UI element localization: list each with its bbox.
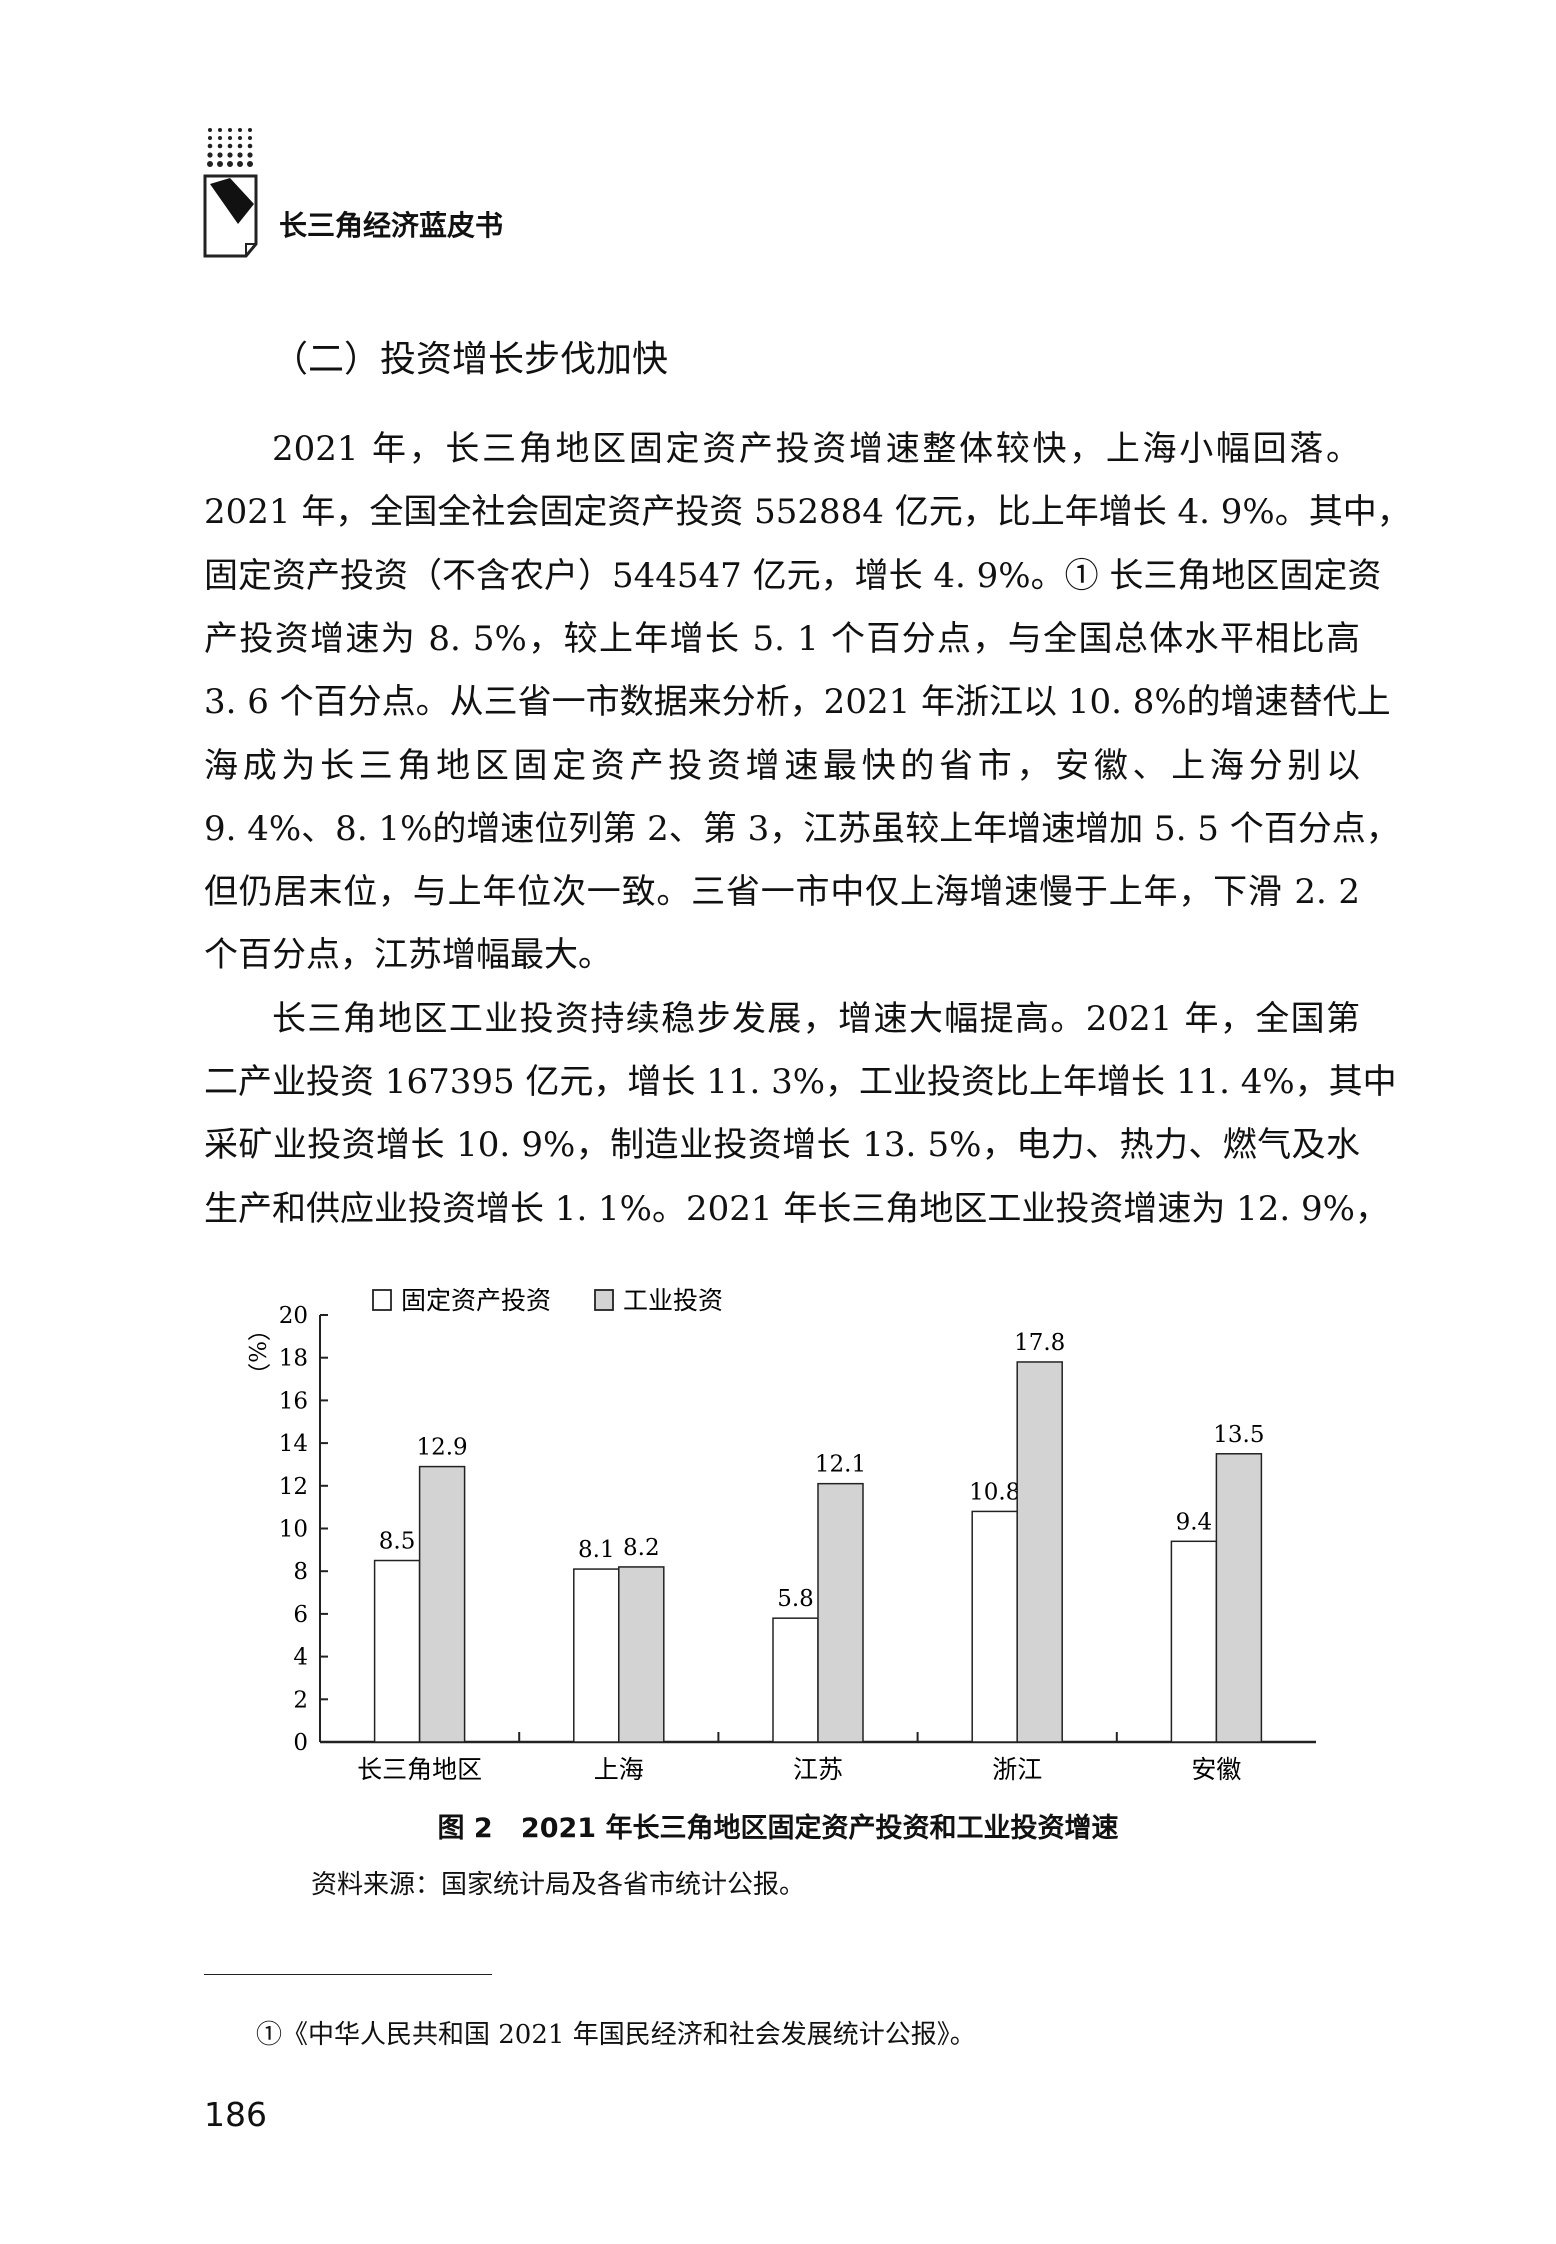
legend-swatch xyxy=(372,1289,392,1311)
x-tick-label: 安徽 xyxy=(1191,1755,1241,1784)
text-line: 3. 6 个百分点。从三省一市数据来分析，2021 年浙江以 10. 8%的增速… xyxy=(204,682,1391,723)
text-line: 产投资增速为 8. 5%，较上年增长 5. 1 个百分点，与全国总体水平相比高 xyxy=(204,618,1360,659)
bar-chart: 0 2 4 6 8 10 12 14 16 18 20 （%） 8.5 12.9 长三角地区 8.1 8.2 上海… xyxy=(243,1286,1316,1784)
bar-industrial xyxy=(618,1566,665,1743)
data-label: 13.5 xyxy=(1213,1422,1264,1448)
text-line: 二产业投资 167395 亿元，增长 11. 3%，工业投资比上年增长 11. … xyxy=(204,1062,1397,1102)
text-line: 采矿业投资增长 10. 9%，制造业投资增长 13. 5%，电力、热力、燃气及水 xyxy=(204,1125,1360,1166)
y-tick-label: 10 xyxy=(279,1517,308,1543)
data-label: 5.8 xyxy=(777,1586,814,1612)
figure-caption: 图 2 2021 年长三角地区固定资产投资和工业投资增速 xyxy=(0,1806,1556,1845)
text-line: 2021 年，长三角地区固定资产投资增速整体较快，上海小幅回落。 xyxy=(272,429,1360,469)
y-tick-label: 18 xyxy=(279,1346,308,1372)
data-label: 12.9 xyxy=(416,1435,467,1461)
text-line: 生产和供应业投资增长 1. 1%。2021 年长三角地区工业投资增速为 12. … xyxy=(204,1188,1389,1229)
y-tick-label: 14 xyxy=(279,1431,308,1457)
footnote: ①《中华人民共和国 2021 年国民经济和社会发展统计公报》。 xyxy=(256,2020,976,2050)
text-line: 9. 4%、8. 1%的增速位列第 2、第 3，江苏虽较上年增速增加 5. 5 … xyxy=(204,808,1400,849)
page-number: 186 xyxy=(204,2095,267,2134)
data-label: 9.4 xyxy=(1176,1509,1213,1535)
y-tick-label: 16 xyxy=(279,1388,308,1414)
y-tick-label: 2 xyxy=(293,1687,308,1713)
y-tick-label: 8 xyxy=(293,1559,308,1585)
bar-fixed-asset xyxy=(971,1510,1018,1743)
text-line: 2021 年，全国全社会固定资产投资 552884 亿元，比上年增长 4. 9%… xyxy=(204,492,1411,533)
bar-fixed-asset xyxy=(373,1559,421,1743)
data-label: 12.1 xyxy=(815,1452,866,1478)
data-label: 17.8 xyxy=(1014,1330,1065,1356)
figure-title: 2021 年长三角地区固定资产投资和工业投资增速 xyxy=(520,1813,1119,1844)
y-tick-label: 4 xyxy=(293,1645,308,1671)
x-tick-label: 江苏 xyxy=(793,1755,843,1784)
data-label: 8.1 xyxy=(578,1537,615,1563)
footnote-divider xyxy=(204,1974,492,1975)
x-tick-label: 浙江 xyxy=(992,1755,1042,1784)
book-logo-icon xyxy=(203,128,258,258)
bar-industrial xyxy=(1215,1453,1263,1743)
legend-label: 固定资产投资 xyxy=(401,1286,551,1315)
bar-fixed-asset xyxy=(772,1617,819,1743)
y-tick-label: 6 xyxy=(293,1602,308,1628)
y-tick-label: 12 xyxy=(279,1474,308,1500)
x-tick-label: 长三角地区 xyxy=(357,1755,482,1784)
data-label: 10.8 xyxy=(969,1479,1020,1505)
book-title: 长三角经济蓝皮书 xyxy=(279,209,504,242)
y-tick-label: 0 xyxy=(293,1730,308,1756)
legend-swatch xyxy=(594,1289,614,1311)
legend-label: 工业投资 xyxy=(623,1286,723,1315)
source-note: 资料来源：国家统计局及各省市统计公报。 xyxy=(311,1870,806,1900)
y-axis-label: （%） xyxy=(243,1318,271,1386)
text-line: 个百分点，江苏增幅最大。 xyxy=(204,935,612,976)
text-line: 固定资产投资（不含农户）544547 亿元，增长 4. 9%。① 长三角地区固定… xyxy=(204,555,1382,596)
section-heading: （二）投资增长步伐加快 xyxy=(272,339,669,380)
bar-fixed-asset xyxy=(573,1568,620,1743)
bar-industrial xyxy=(418,1465,466,1743)
bar-industrial xyxy=(817,1482,864,1743)
text-line: 但仍居末位，与上年位次一致。三省一市中仅上海增速慢于上年，下滑 2. 2 xyxy=(204,872,1360,913)
data-label: 8.5 xyxy=(379,1529,416,1555)
text-line: 海成为长三角地区固定资产投资增速最快的省市，安徽、上海分别以 xyxy=(204,745,1360,786)
y-tick-label: 20 xyxy=(279,1303,308,1329)
text-line: 长三角地区工业投资持续稳步发展，增速大幅提高。2021 年，全国第 xyxy=(272,998,1360,1039)
bar-fixed-asset xyxy=(1170,1540,1218,1743)
x-tick-label: 上海 xyxy=(594,1755,644,1784)
figure-label: 图 2 xyxy=(437,1813,493,1844)
data-label: 8.2 xyxy=(623,1535,660,1561)
bar-industrial xyxy=(1016,1361,1063,1743)
